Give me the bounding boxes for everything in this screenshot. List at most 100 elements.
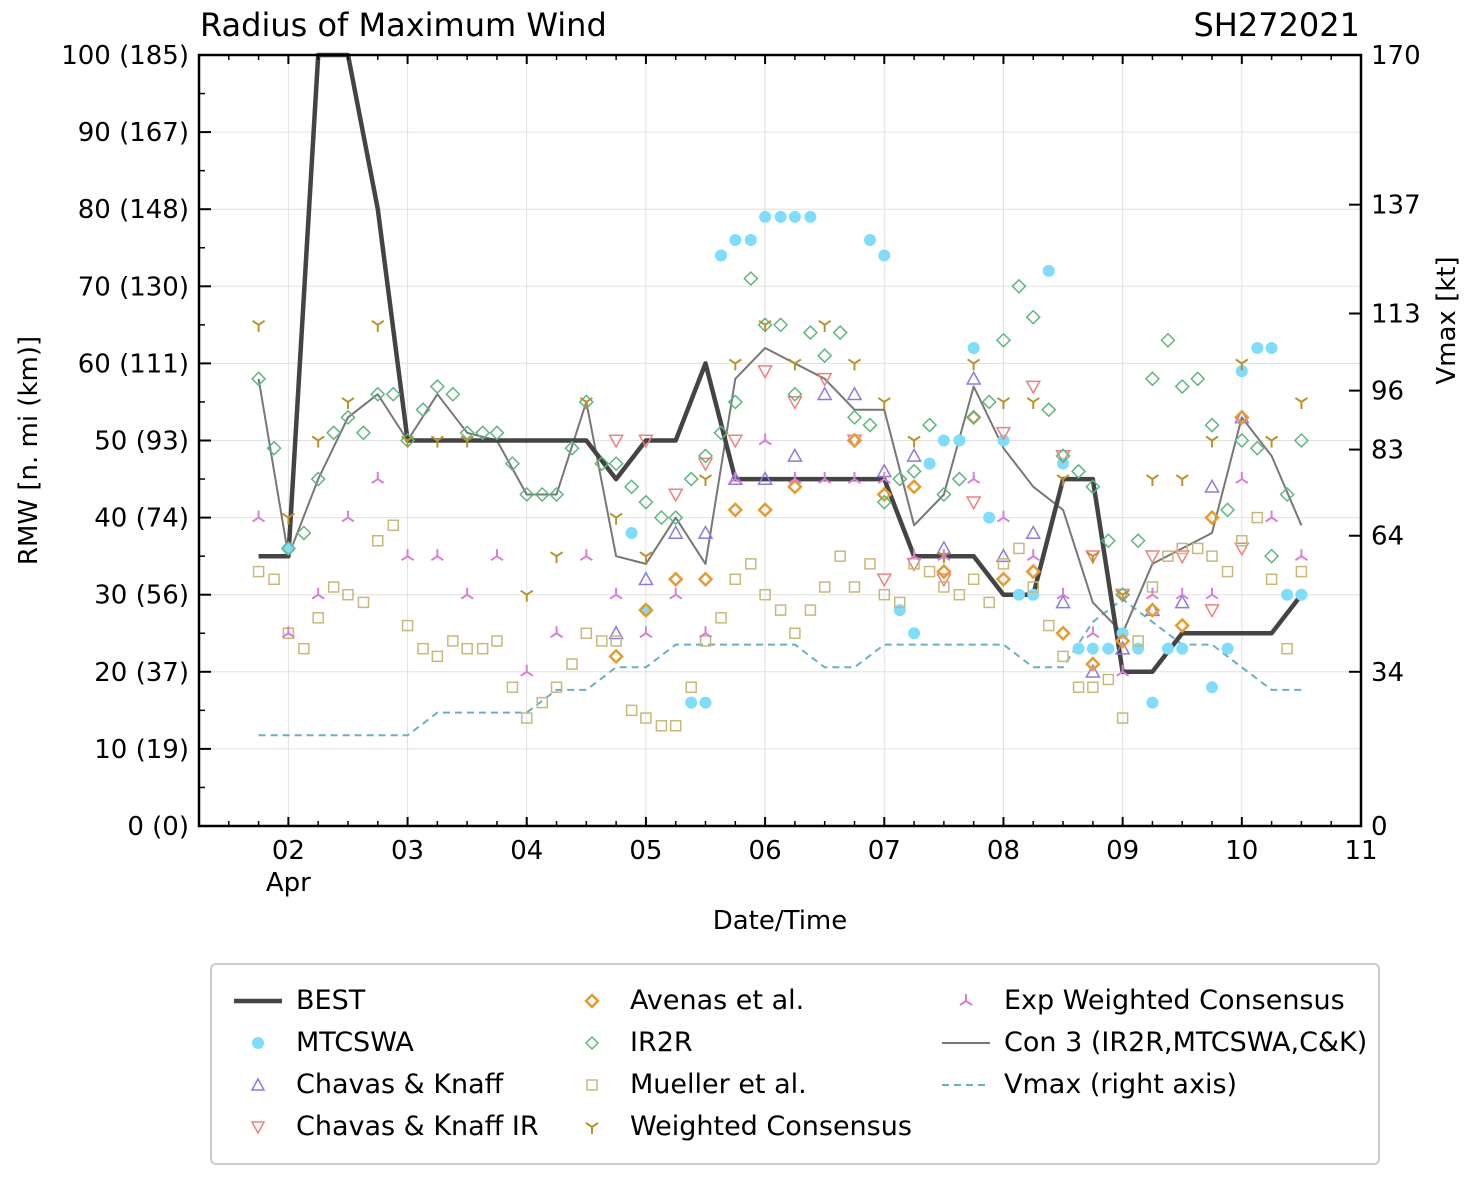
- ir2r-point: [1204, 417, 1220, 433]
- ir2r-point: [296, 525, 312, 541]
- ewc-point: [877, 472, 891, 484]
- mueller-point: [804, 604, 817, 616]
- avenas-point: [965, 409, 982, 426]
- mtcswa-point: [1295, 588, 1308, 601]
- mueller-point: [923, 565, 936, 578]
- mueller-point: [745, 558, 757, 570]
- wc-point: [1026, 397, 1040, 409]
- mueller-point: [729, 573, 742, 586]
- series-avenas: [608, 409, 1250, 672]
- mueller-point: [759, 588, 771, 601]
- mtcswa-point: [1235, 365, 1248, 378]
- y2-tick-label: 83: [1371, 436, 1404, 466]
- ir2r-point: [1234, 432, 1250, 449]
- x-month-label: Apr: [266, 868, 311, 898]
- mueller-point: [1251, 511, 1264, 524]
- legend-label: Vmax (right axis): [1004, 1069, 1238, 1100]
- thick-diamond-icon: [564, 986, 620, 1016]
- avenas-point: [727, 502, 744, 518]
- mueller-point: [715, 612, 727, 624]
- mueller-point: [536, 696, 548, 709]
- ewc-point: [1056, 587, 1070, 600]
- mtcswa-point: [863, 234, 876, 247]
- mueller-point: [1132, 635, 1144, 647]
- ir2r-point: [995, 332, 1012, 348]
- mtcswa-point: [908, 627, 921, 640]
- ckir-point: [995, 426, 1012, 441]
- ir2r-point: [310, 471, 326, 487]
- mueller-point: [1162, 550, 1174, 562]
- mueller-point: [983, 596, 995, 609]
- ckir-point: [757, 365, 773, 380]
- ir2r-point: [1249, 440, 1265, 456]
- wc-point: [609, 512, 623, 525]
- mueller-point: [327, 581, 340, 593]
- wc-point: [281, 512, 295, 525]
- wc-point: [1294, 397, 1308, 409]
- wc-point: [520, 589, 534, 602]
- mtcswa-point: [1281, 588, 1294, 601]
- mtcswa-point: [1132, 642, 1145, 655]
- ewc-point: [818, 472, 832, 484]
- mtcswa-point: [1176, 642, 1189, 655]
- ir2r-point: [876, 494, 892, 510]
- mueller-point: [1013, 542, 1025, 555]
- avenas-point: [1234, 409, 1250, 426]
- ckir-point: [1204, 604, 1220, 619]
- triangle-down-icon: [230, 1112, 286, 1142]
- legend-label: Exp Weighted Consensus: [1004, 985, 1345, 1016]
- tri-down-icon: [564, 1112, 620, 1142]
- avenas-point: [1025, 563, 1042, 580]
- mueller-point: [401, 619, 414, 632]
- mueller-point: [447, 635, 459, 647]
- mueller-point: [953, 588, 966, 601]
- mueller-point: [550, 681, 563, 693]
- ir2r-point: [802, 324, 818, 341]
- series-ckir: [608, 365, 1250, 619]
- legend-item-mtcswa: MTCSWA: [230, 1027, 414, 1058]
- thick-line-icon: [230, 986, 286, 1016]
- ck-point: [906, 447, 922, 462]
- legend-item-wc: Weighted Consensus: [564, 1111, 912, 1142]
- ir2r-point: [489, 425, 505, 441]
- ewc-point: [341, 510, 355, 523]
- mueller-point: [431, 650, 444, 663]
- avenas-point: [846, 432, 863, 449]
- ewc-point: [937, 549, 951, 561]
- ewc-point: [401, 549, 415, 561]
- mtcswa-point: [729, 234, 742, 247]
- ir2r-point: [892, 471, 908, 487]
- mueller-point: [312, 612, 324, 624]
- y-tick-label: 40 (74): [94, 504, 189, 534]
- ck-point: [638, 571, 654, 586]
- ewc-point: [1265, 510, 1279, 523]
- wc-point: [728, 358, 742, 371]
- avenas-point: [1144, 602, 1161, 618]
- legend-item-con3: Con 3 (IR2R,MTCSWA,C&K): [938, 1027, 1367, 1058]
- avenas-point: [667, 571, 684, 588]
- ckir-point: [1234, 542, 1250, 557]
- mueller-point: [387, 519, 400, 532]
- avenas-point: [697, 571, 714, 588]
- y-tick-label: 0 (0): [127, 812, 189, 842]
- mueller-point: [1102, 673, 1115, 686]
- axes: 02 03 04 05 06 07 08 09 10 11 Apr 0 (0) 10 (19) 20 (3…: [14, 41, 1462, 936]
- mtcswa-point: [878, 249, 891, 262]
- y-axis-label: RMW [n. mi (km)]: [14, 336, 44, 565]
- ewc-point: [698, 626, 713, 639]
- avenas-point: [1085, 656, 1101, 672]
- avenas-point: [995, 571, 1012, 588]
- ir2r-point: [1011, 278, 1027, 294]
- ewc-point: [311, 587, 325, 600]
- ir2r-point: [1055, 448, 1071, 464]
- wc-point: [639, 551, 653, 564]
- mueller-point: [372, 534, 384, 547]
- ir2r-point: [846, 409, 863, 425]
- mtcswa-point: [1146, 696, 1159, 709]
- ck-point: [727, 471, 744, 485]
- x-tick-label: 11: [1344, 836, 1377, 866]
- legend: BEST MTCSWA Chavas & Knaff Chavas & Knaff I…: [210, 963, 1380, 1165]
- mueller-point: [342, 588, 354, 601]
- x-tick-label: 08: [987, 836, 1020, 866]
- series-layer: [251, 52, 1309, 737]
